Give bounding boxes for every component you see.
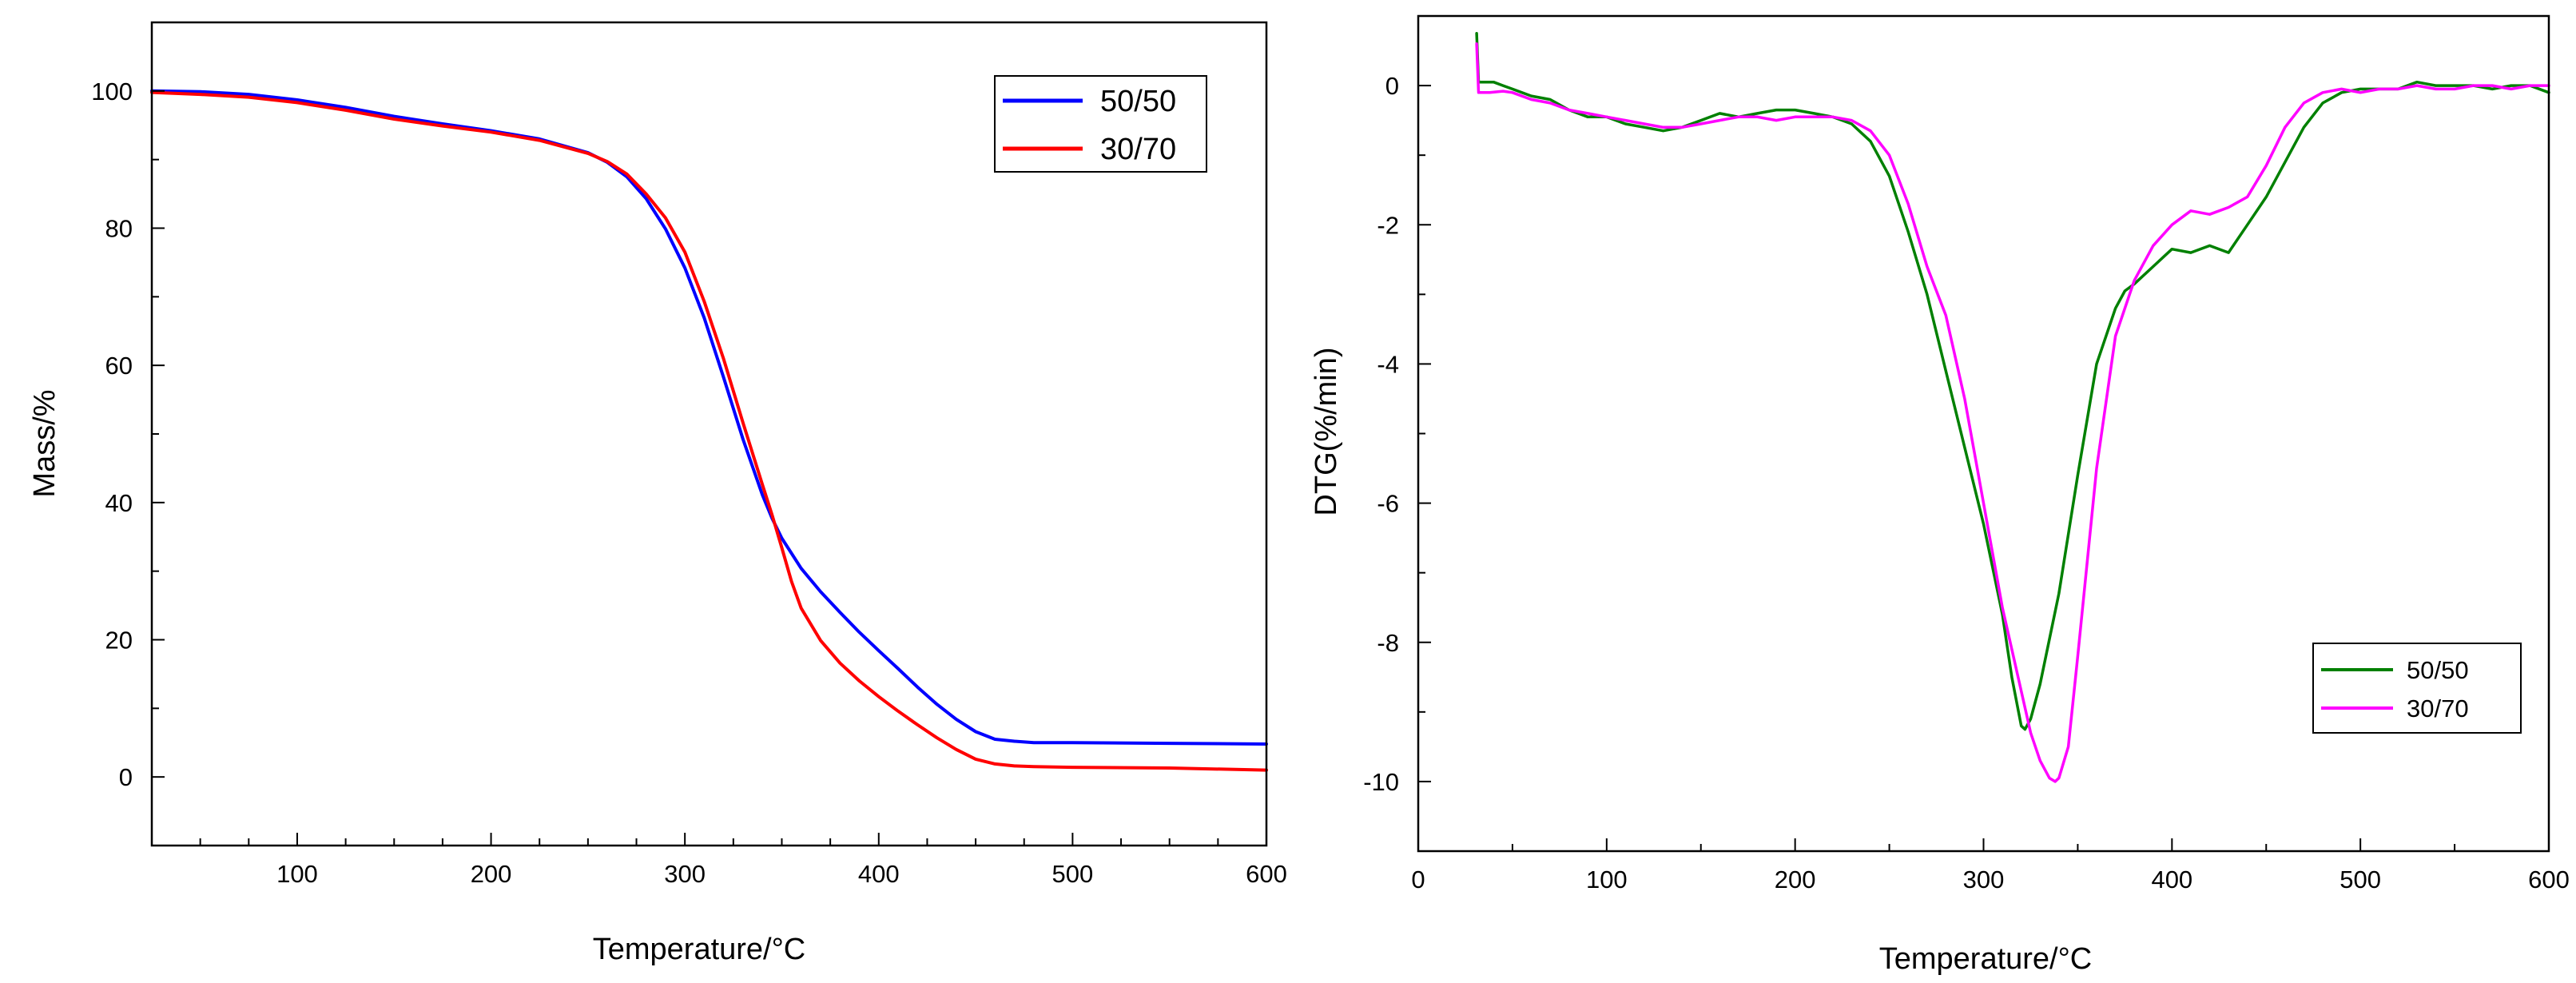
tg-x-tick-label: 200 [471,860,512,888]
dtg-y-tick-label: -10 [1363,768,1399,796]
tg-y-tick-label: 80 [105,215,133,243]
dtg-x-tick-label: 0 [1411,866,1425,893]
dtg-x-tick-label: 600 [2528,866,2570,893]
dtg-y-tick-label: -6 [1377,490,1399,518]
tg-chart: 100 200 300 400 500 600 0 20 40 60 80 100 Temperat… [28,21,1287,966]
dtg-legend: 50/50 30/70 [2312,643,2522,734]
tg-y-tick-label: 40 [105,489,133,517]
tg-series-group [150,89,1268,772]
dtg-y-tick-label: -4 [1377,350,1399,378]
tg-legend-label-50-50: 50/50 [1100,85,1176,118]
dtg-legend-label-50-50: 50/50 [2407,656,2469,684]
tg-x-tick-label: 600 [1246,860,1287,888]
tg-x-tick-label: 400 [858,860,900,888]
tg-y-axis-title: Mass/% [28,389,62,497]
dtg-x-tick-label: 300 [1963,866,2005,893]
dtg-x-tick-label: 200 [1775,866,1816,893]
tg-legend: 50/50 30/70 [994,75,1207,173]
tg-legend-box [994,75,1207,173]
dtg-x-tick-label: 400 [2151,866,2192,893]
tg-series-30-70-line [150,90,1268,772]
dtg-series-group [1475,32,2550,783]
tg-series-50-50-line [150,89,1268,746]
dtg-series-30-70-line [1475,42,2550,783]
tg-y-ticks: 0 20 40 60 80 100 [91,22,165,846]
dtg-y-tick-label: -8 [1377,629,1399,657]
dtg-chart: 0 100 200 300 400 500 600 0 -2 -4 -6 -8 -10 Tempera… [1310,14,2570,976]
dtg-legend-box [2312,643,2522,734]
dtg-y-tick-label: 0 [1385,72,1399,100]
dtg-y-ticks: 0 -2 -4 -6 -8 -10 [1363,15,1431,852]
dtg-x-tick-label: 100 [1586,866,1628,893]
dtg-legend-label-30-70: 30/70 [2407,694,2469,722]
tg-y-tick-label: 0 [119,763,133,791]
tg-y-tick-label: 20 [105,627,133,655]
dtg-series-50-50-line [1475,32,2550,731]
tg-legend-label-30-70: 30/70 [1100,133,1176,166]
tg-x-ticks: 100 200 300 400 500 600 [151,833,1287,888]
tg-x-axis-title: Temperature/°C [593,933,806,966]
tg-y-tick-label: 100 [91,78,133,105]
dtg-y-tick-label: -2 [1377,211,1399,239]
tg-x-tick-label: 100 [276,860,318,888]
dtg-x-axis-title: Temperature/°C [1879,942,2093,976]
dtg-x-tick-label: 500 [2339,866,2381,893]
tg-x-tick-label: 500 [1052,860,1094,888]
tg-x-tick-label: 300 [664,860,706,888]
dtg-y-axis-title: DTG(%/min) [1310,347,1343,515]
dtg-x-ticks: 0 100 200 300 400 500 600 [1411,838,2570,893]
tg-y-tick-label: 60 [105,352,133,380]
